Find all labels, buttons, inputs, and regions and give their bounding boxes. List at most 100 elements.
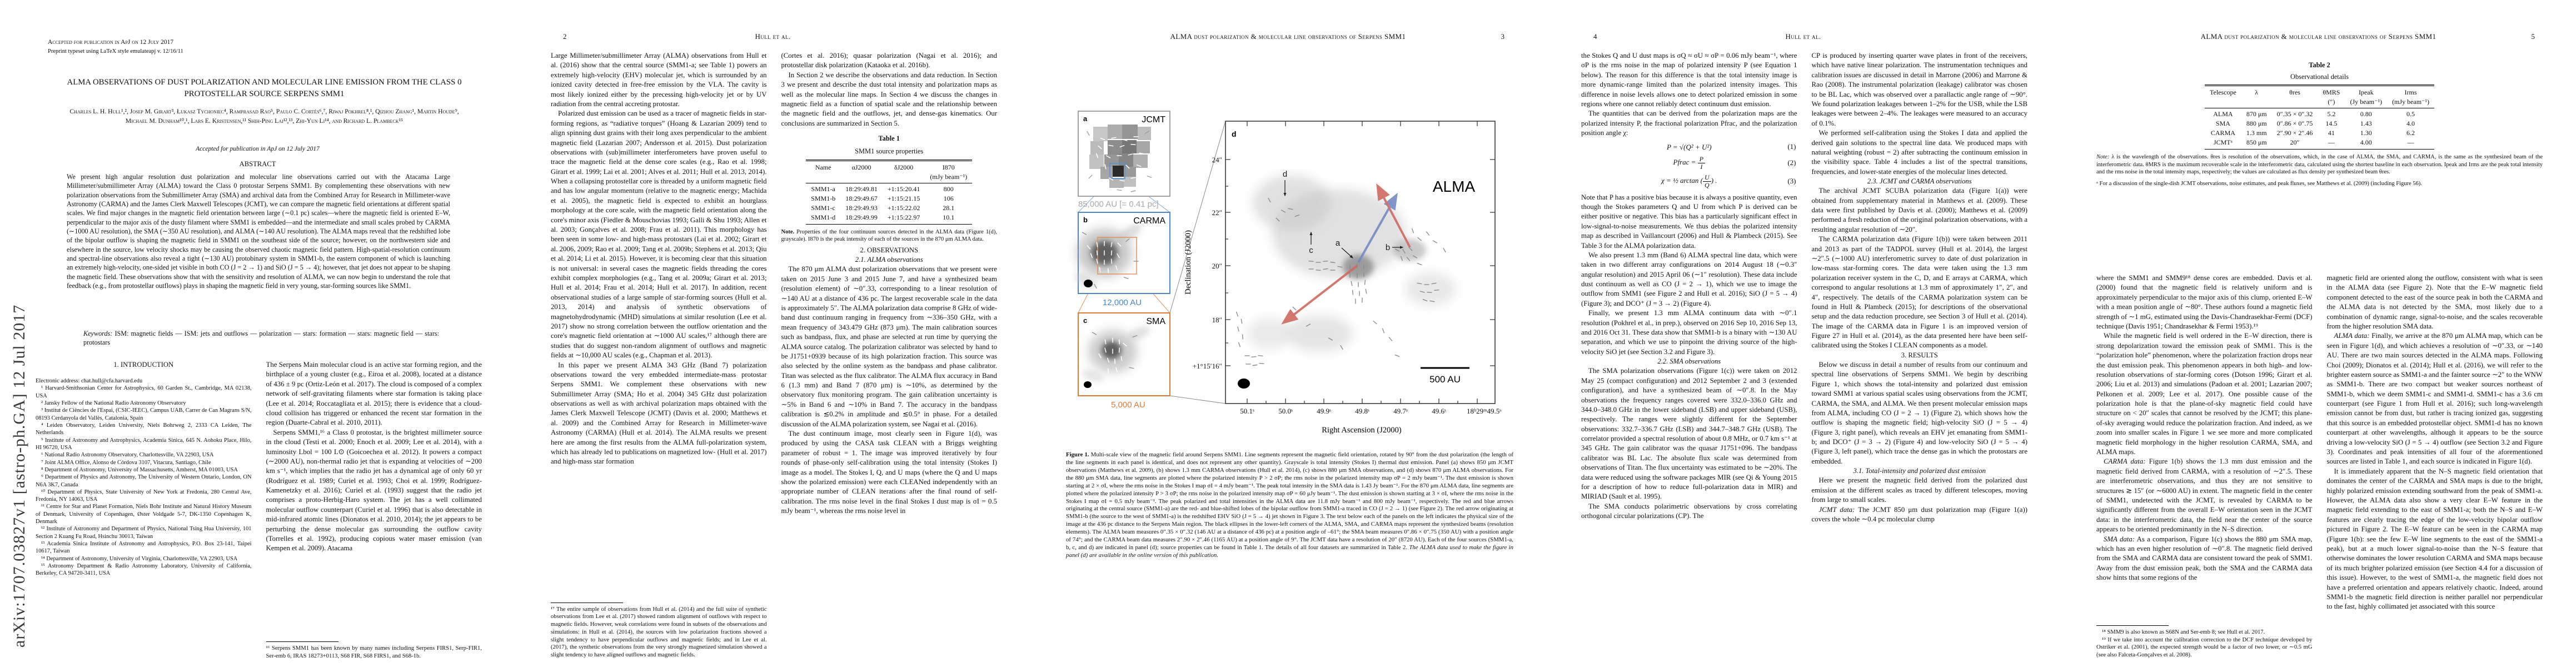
- page-3: ALMA dust polarization & molecular line …: [1030, 0, 1546, 667]
- paragraph: The 870 μm ALMA dust polarization observ…: [781, 265, 998, 428]
- page-4: 4 Hull et al. the Stokes Q and U dust ma…: [1546, 0, 2061, 667]
- ra-axis-title: Right Ascension (J2000): [1322, 426, 1402, 435]
- col-header: θres: [2271, 84, 2318, 97]
- table-row: SMM1-c 18:29:49.93 +1:15:22.02 28.1: [811, 203, 955, 212]
- paragraph: It is immediately apparent that the N–S …: [2326, 467, 2543, 611]
- paragraph: The quantities that can be derived from …: [1581, 109, 1797, 137]
- col-unit: [806, 172, 841, 183]
- paper-title: ALMA OBSERVATIONS OF DUST POLARIZATION A…: [67, 78, 462, 99]
- col-unit: (″): [2318, 97, 2345, 108]
- affiliation: ¹² Institute of Astronomy and Department…: [36, 526, 252, 540]
- svg-text:49.8ˢ: 49.8ˢ: [1355, 407, 1369, 415]
- col-unit: [2205, 97, 2241, 108]
- table2-footnote-a: ᵃ For a discussion of the single-dish JC…: [2096, 180, 2422, 187]
- affiliation: ⁵ Institute of Astronomy and Astrophysic…: [36, 437, 252, 451]
- jcmt-scale-label: 85,000 AU [= 0.41 pc]: [1078, 200, 1159, 209]
- panel-sma: c SMA 5,000 AU: [1078, 312, 1170, 410]
- abstract-text: We present high angular resolution dust …: [67, 173, 450, 290]
- paragraph: where the SMM1 and SMM9¹⁸ dense cores ar…: [2096, 274, 2313, 330]
- carma-inset-box: [1097, 237, 1137, 275]
- alma-telescope-label: ALMA: [1433, 178, 1476, 195]
- jcmt-inset-box: [1109, 163, 1125, 179]
- col-header: θMRS: [2318, 84, 2345, 97]
- svg-text:24″: 24″: [1212, 156, 1222, 164]
- table1-note: Note. Properties of the four continuum s…: [781, 228, 998, 243]
- table-row: SMM1-a 18:29:49.81 +1:15:20.41 800: [811, 185, 954, 193]
- svg-text:49.6ˢ: 49.6ˢ: [1432, 407, 1446, 415]
- col-unit: (mJy beam⁻¹): [2387, 97, 2434, 108]
- svg-text:50.0ˢ: 50.0ˢ: [1278, 407, 1293, 415]
- col-header: I870: [925, 159, 973, 172]
- col-unit: [2271, 97, 2318, 108]
- keywords-line: Keywords: ISM: magnetic fields — ISM: je…: [83, 329, 439, 347]
- panel-a-label: a: [1083, 115, 1088, 123]
- affiliation: ¹¹ Centre for Star and Planet Formation,…: [36, 504, 252, 525]
- caption-data-availability: The ALMA data used to make the figure in…: [1066, 544, 1514, 559]
- table-1: Table 1 SMM1 source properties Name αJ20…: [781, 134, 998, 243]
- page4-right-column: CP is produced by inserting quarter wave…: [1812, 51, 2028, 659]
- table1-grid: Name αJ2000 δJ2000 I870 (mJy beam⁻¹): [806, 159, 973, 225]
- paragraph: We performed self-calibration using the …: [1811, 129, 2028, 176]
- table-row: SMA 880 μm 0″.86 × 0″.75 14.5 1.43 4.0: [2215, 120, 2415, 127]
- affiliation: ¹ Harvard-Smithsonian Center for Astroph…: [36, 385, 252, 399]
- zoom-connector-lines: [1078, 121, 1226, 404]
- paragraph: Finally, we present 1.3 mm ALMA continuu…: [1581, 309, 1797, 356]
- paragraph: Large Millimeter/submillimeter Array (AL…: [551, 52, 767, 108]
- affiliation: ⁸ Department of Astronomy, University of…: [41, 466, 238, 473]
- panel-carma: b CARMA 12,000 AU: [1075, 212, 1170, 307]
- panel-alma: d a b c 500 AU d ALMA: [1184, 121, 1501, 435]
- table2-title: Table 2: [2309, 61, 2330, 69]
- col-header: Telescope: [2205, 84, 2241, 97]
- running-head: ALMA dust polarization & molecular line …: [1170, 32, 1406, 41]
- sma-beam: [1084, 381, 1092, 388]
- footnote-17: ¹⁷ The entire sample of observations fro…: [551, 606, 767, 659]
- subsection-heading-sma: 2.2. SMA observations: [1657, 357, 1721, 366]
- panel-d-label: d: [1232, 130, 1237, 138]
- col-header: δJ2000: [882, 159, 925, 172]
- paragraph: CARMA data: Figure 1(b) shows the 1.3 mm…: [2096, 457, 2313, 534]
- paragraph: Here we present the magnetic field deriv…: [1811, 476, 2028, 504]
- abstract-heading: ABSTRACT: [239, 160, 276, 168]
- svg-text:18″: 18″: [1212, 316, 1222, 324]
- affiliation-footnotes: Electronic address: chat.hull@cfa.harvar…: [36, 377, 252, 577]
- paragraph: While the magnetic field is well ordered…: [2096, 332, 2313, 456]
- electronic-address: Electronic address: chat.hull@cfa.harvar…: [36, 378, 143, 385]
- table-row: SMM1-d 18:29:49.99 +1:15:22.97 10.1: [806, 212, 973, 225]
- page1-right-column: The Serpens Main molecular cloud is an a…: [266, 360, 482, 660]
- table-row: CARMA 1.3 mm 2″.90 × 2″.46 41 1.30 6.2: [2210, 129, 2415, 137]
- section-heading-observations: 2. OBSERVATIONS: [860, 246, 918, 255]
- running-head: Hull et al.: [1785, 32, 1821, 41]
- outflow-arrows: [1281, 183, 1411, 325]
- paragraph: magnetic field are oriented along the ou…: [2326, 274, 2543, 330]
- page2-right-column: (Cortes et al. 2016); quasar polarizatio…: [781, 51, 998, 659]
- svg-text:50.1ˢ: 50.1ˢ: [1240, 407, 1254, 415]
- subsection-heading-jcmt-carma: 2.3. JCMT and CARMA observations: [1867, 177, 1972, 186]
- author-list: Charles L. H. Hull¹,², Josep M. Girart³,…: [69, 108, 459, 125]
- page-number: 2: [563, 32, 567, 41]
- source-labels: d a b c: [1283, 170, 1404, 258]
- dec-tick-labels: 24″ 22″ 20″ 18″ +1°15′16″: [1193, 156, 1222, 370]
- affiliation: ¹³ Academia Sinica Institute of Astronom…: [36, 541, 252, 555]
- page1-left-column: 1. INTRODUCTION Electronic address: chat…: [36, 360, 252, 660]
- carma-beam: [1084, 280, 1093, 287]
- affiliation: ¹⁴ Department of Astronomy, University o…: [41, 555, 238, 562]
- paragraph: The Serpens Main molecular cloud is an a…: [266, 361, 482, 427]
- paragraph: Serpens SMM1,¹⁶ a Class 0 protostar, is …: [266, 428, 482, 552]
- page-number: 3: [1501, 32, 1505, 41]
- page5-left-column: where the SMM1 and SMM9¹⁸ dense cores ar…: [2096, 273, 2313, 659]
- col-unit: [840, 172, 883, 183]
- paragraph: JCMT data: The JCMT 850 μm dust polariza…: [1811, 505, 2028, 523]
- table2-grid: Telescope λ θres θMRS Ipeak Irms (″): [2205, 84, 2434, 150]
- paragraph: CP is produced by inserting quarter wave…: [1811, 52, 2028, 127]
- figure-1: a JCMT 85,000 AU [= 0.41 pc]: [1075, 111, 1501, 435]
- col-unit: (Jy beam⁻¹): [2345, 97, 2388, 108]
- dec-axis-title: Declination (J2000): [1184, 230, 1193, 295]
- keywords-label: Keywords:: [83, 330, 113, 337]
- running-head: ALMA dust polarization & molecular line …: [2200, 32, 2437, 41]
- red-ehv-jet-arrow: [1376, 183, 1411, 248]
- affiliation: ⁴ Leiden Observatory, Leiden University,…: [36, 422, 252, 436]
- svg-text:49.9ˢ: 49.9ˢ: [1317, 407, 1331, 415]
- col-header: λ: [2241, 84, 2272, 97]
- caption-text: Multi-scale view of the magnetic field a…: [1066, 451, 1513, 551]
